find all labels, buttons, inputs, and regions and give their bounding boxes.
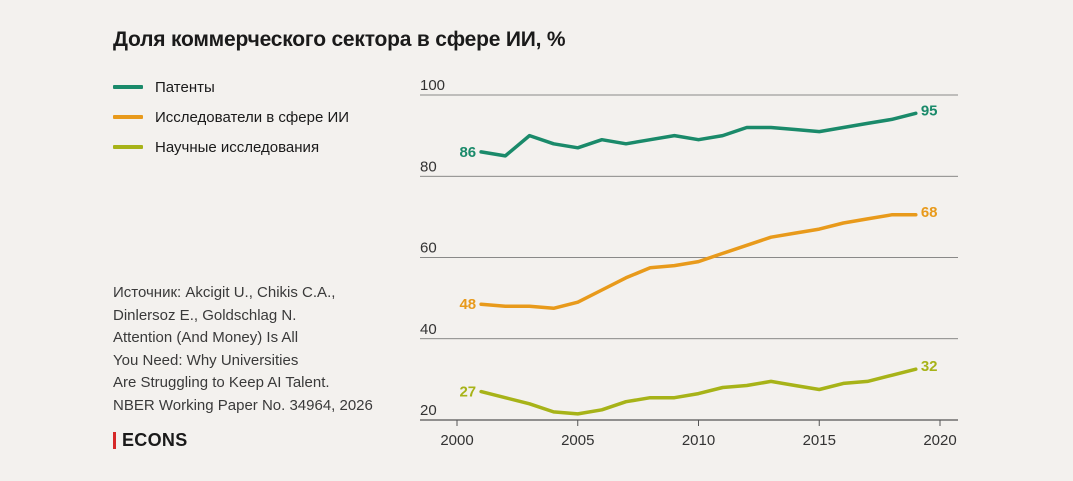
econs-logo: ECONS <box>113 430 188 451</box>
series-end-label: 95 <box>921 102 938 119</box>
y-tick-label: 40 <box>420 321 437 338</box>
series-line-3 <box>479 367 918 416</box>
logo-bar-icon <box>113 432 116 449</box>
x-tick-label: 2010 <box>682 432 715 449</box>
legend-swatch-papers <box>113 145 143 149</box>
source-line: Are Struggling to Keep AI Talent. <box>113 374 330 391</box>
series-start-label: 86 <box>459 144 476 161</box>
series-end-label: 32 <box>921 358 938 375</box>
legend-label-patents: Патенты <box>155 78 215 96</box>
source-line: Источник: Akcigit U., Chikis C.A., <box>113 284 336 301</box>
y-tick-label: 80 <box>420 158 437 175</box>
legend-item-papers: Научные исследования <box>113 132 349 162</box>
x-tick-label: 2000 <box>440 432 473 449</box>
series-line-1 <box>479 111 918 158</box>
source-note: Источник: Akcigit U., Chikis C.A., Dinle… <box>113 282 403 417</box>
legend-label-researchers: Исследователи в сфере ИИ <box>155 108 350 126</box>
source-line: Attention (And Money) Is All <box>113 329 299 346</box>
x-tick-label: 2005 <box>561 432 594 449</box>
series-start-label: 48 <box>459 296 476 313</box>
logo-text: ECONS <box>122 430 188 450</box>
legend-item-patents: Патенты <box>113 72 349 102</box>
legend: Патенты Исследователи в сфере ИИ Научные… <box>113 72 349 162</box>
series-end-label: 68 <box>921 204 938 221</box>
x-tick-label: 2015 <box>803 432 836 449</box>
x-tick-label: 2020 <box>923 432 956 449</box>
legend-item-researchers: Исследователи в сфере ИИ <box>113 102 349 132</box>
series-line-2 <box>479 213 918 311</box>
chart-title: Доля коммерческого сектора в сфере ИИ, % <box>113 28 566 51</box>
legend-swatch-patents <box>113 85 143 89</box>
series-start-label: 27 <box>459 384 476 401</box>
source-line: Dinlersoz E., Goldschlag N. <box>113 306 297 324</box>
y-tick-label: 20 <box>420 402 437 419</box>
y-tick-label: 60 <box>420 240 437 257</box>
source-line: You Need: Why Universities <box>113 351 299 369</box>
y-tick-label: 100 <box>420 77 445 94</box>
legend-swatch-researchers <box>113 115 143 119</box>
source-line: NBER Working Paper No. 34964, 2026 <box>113 396 373 414</box>
legend-label-papers: Научные исследования <box>155 138 320 156</box>
